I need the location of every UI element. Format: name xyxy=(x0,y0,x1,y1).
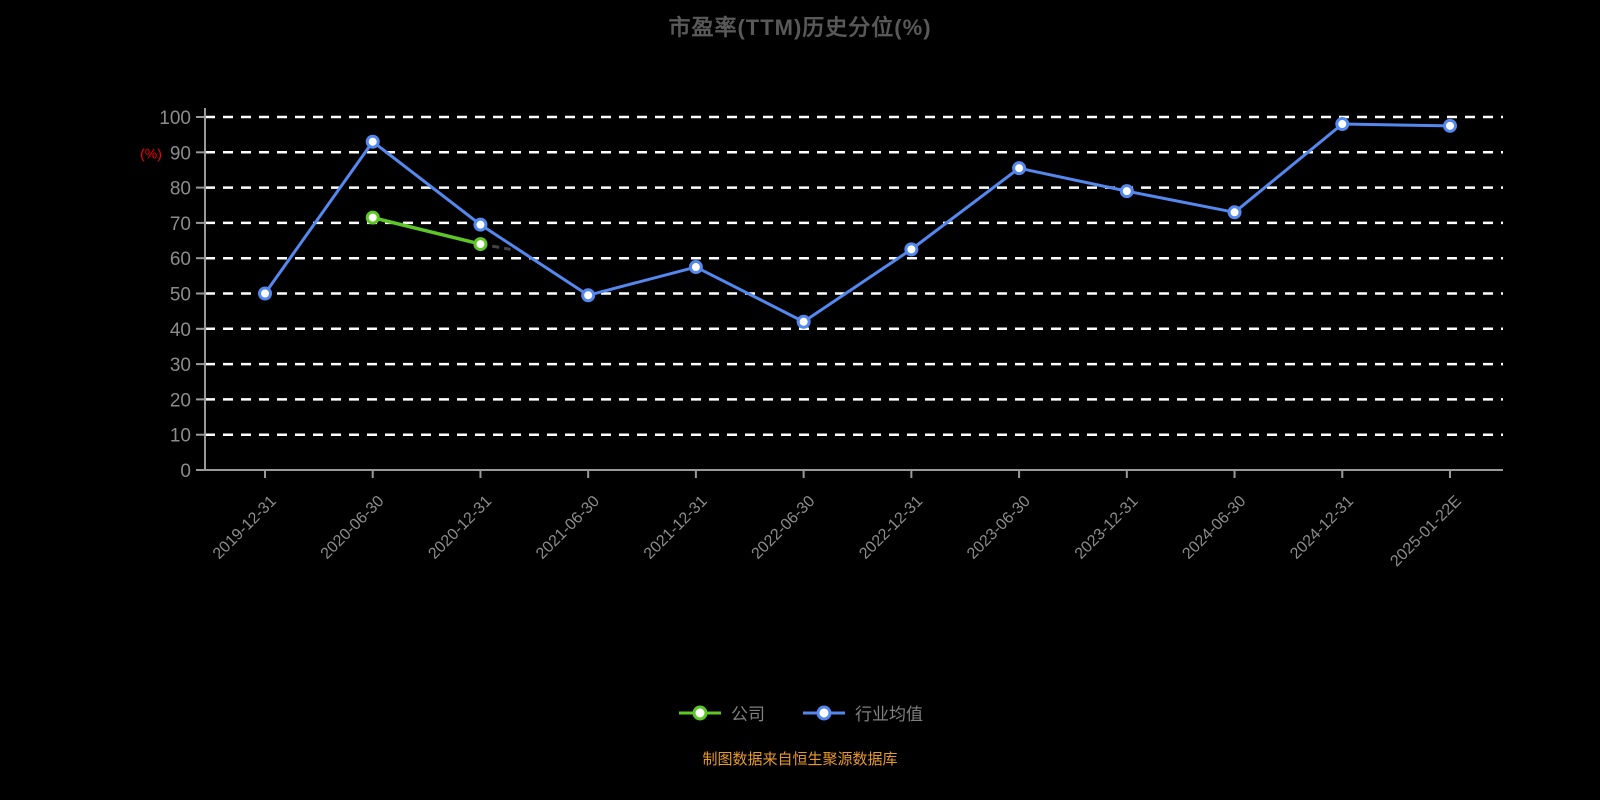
x-tick-label: 2022-12-31 xyxy=(856,493,926,563)
y-tick-label: 60 xyxy=(170,249,191,270)
data-point-industry xyxy=(258,286,272,301)
data-point-industry xyxy=(688,260,703,275)
y-tick-label: 100 xyxy=(159,108,191,129)
legend-label: 公司 xyxy=(731,705,765,724)
x-tick-label: 2024-12-31 xyxy=(1287,493,1357,563)
x-tick-label: 2022-06-30 xyxy=(749,493,819,563)
data-point-industry xyxy=(1227,205,1242,220)
y-tick-label: 20 xyxy=(170,390,191,411)
y-tick-label: 40 xyxy=(170,320,191,341)
data-point-company xyxy=(365,210,380,225)
data-point-industry xyxy=(365,134,380,149)
y-tick-label: 10 xyxy=(170,426,191,447)
data-point-industry xyxy=(904,242,919,257)
data-point-industry xyxy=(581,288,596,303)
x-tick-label: 2024-06-30 xyxy=(1179,493,1249,563)
y-tick-label: 50 xyxy=(170,285,191,306)
x-tick-label: 2019-12-31 xyxy=(210,493,280,563)
x-tick-label: 2021-12-31 xyxy=(641,493,711,563)
x-tick-label: 2020-12-31 xyxy=(425,493,495,563)
series-line-industry xyxy=(263,122,1452,324)
data-point-industry xyxy=(1335,117,1350,132)
legend-item-industry[interactable]: 行业均值 xyxy=(801,700,923,725)
legend-marker-industry-icon xyxy=(803,705,845,720)
y-tick-label: 30 xyxy=(170,355,191,376)
data-point-industry xyxy=(1443,118,1457,133)
data-point-industry xyxy=(473,217,488,232)
y-axis-unit-label: (%) xyxy=(140,145,162,161)
legend-marker-company-icon xyxy=(679,705,721,720)
y-tick-label: 0 xyxy=(180,461,191,482)
x-tick-label: 2025-01-22E xyxy=(1387,493,1464,570)
data-point-company xyxy=(473,237,488,252)
chart-legend: 公司 行业均值 xyxy=(0,700,1600,725)
data-point-industry xyxy=(796,314,811,329)
legend-label: 行业均值 xyxy=(855,705,923,724)
x-tick-label: 2020-06-30 xyxy=(318,493,388,563)
x-tick-label: 2023-12-31 xyxy=(1072,493,1142,563)
x-tick-label: 2021-06-30 xyxy=(533,493,603,563)
series-line-company xyxy=(370,215,483,246)
y-tick-label: 70 xyxy=(170,214,191,235)
data-source-note: 制图数据来自恒生聚源数据库 xyxy=(702,751,898,768)
data-point-industry xyxy=(1119,184,1134,199)
chart-title: 市盈率(TTM)历史分位(%) xyxy=(668,15,932,40)
y-tick-label: 80 xyxy=(170,179,191,200)
y-tick-label: 90 xyxy=(170,143,191,164)
legend-item-company[interactable]: 公司 xyxy=(677,700,765,725)
data-point-industry xyxy=(1012,161,1027,176)
x-tick-label: 2023-06-30 xyxy=(964,493,1034,563)
